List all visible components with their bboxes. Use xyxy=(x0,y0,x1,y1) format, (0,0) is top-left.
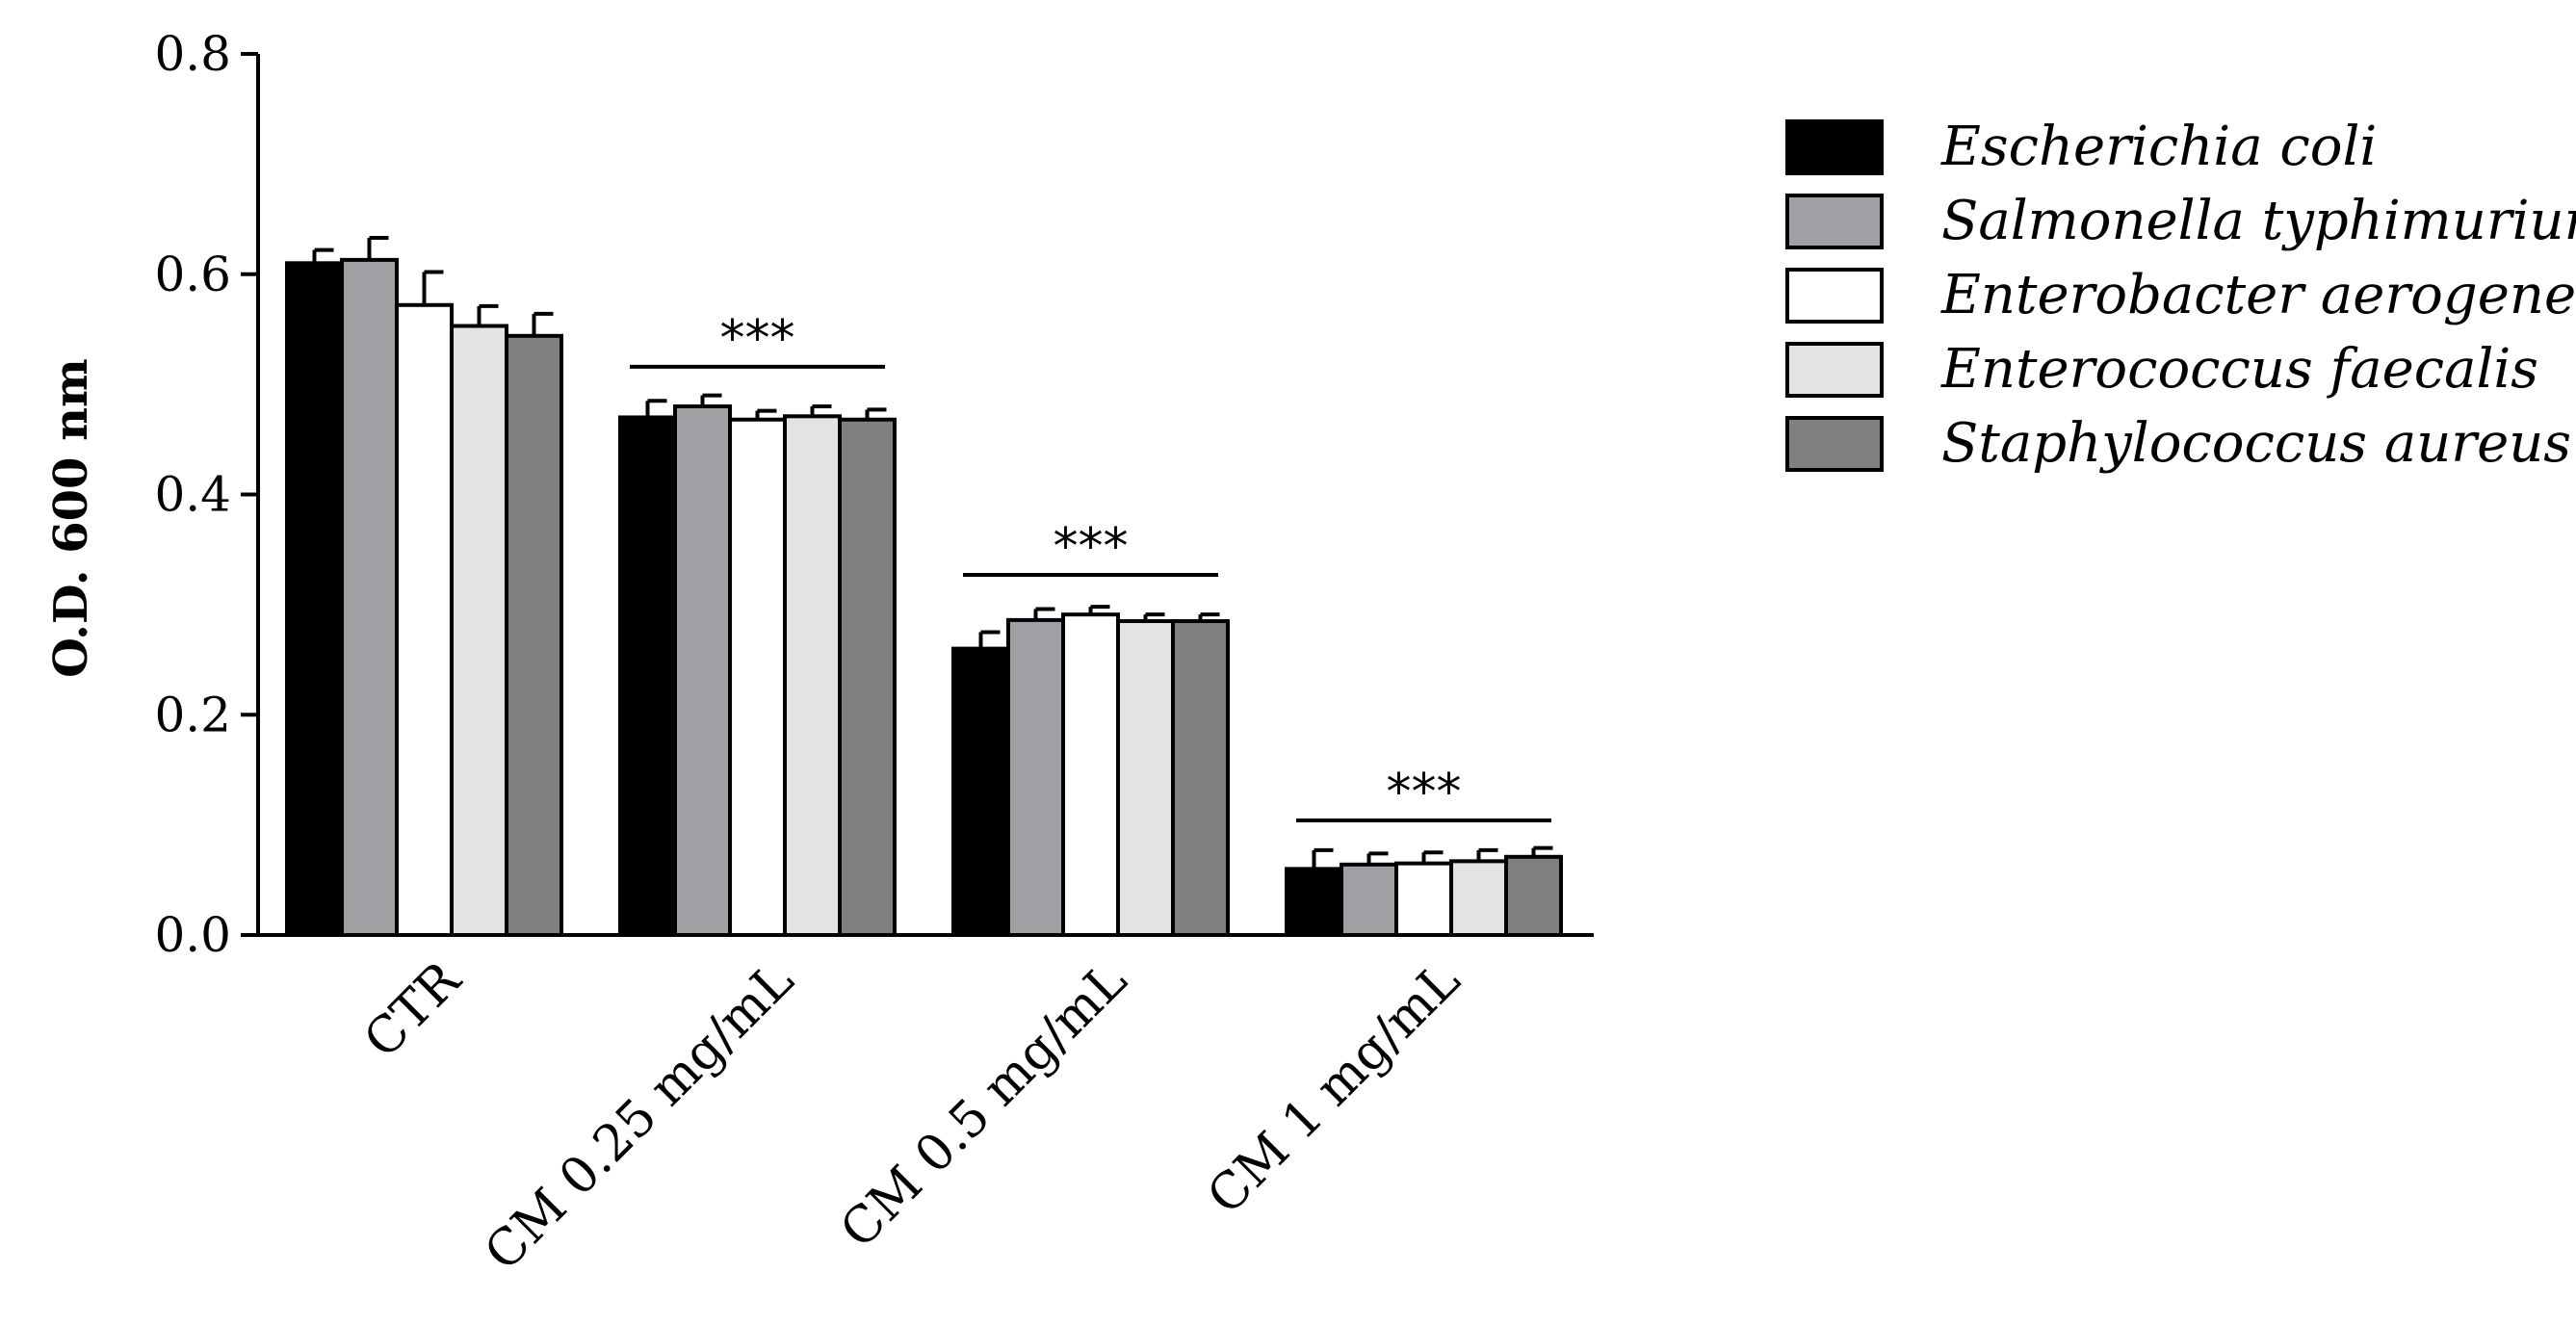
bar-group xyxy=(618,393,897,938)
y-tick-label: 0.8 xyxy=(154,26,231,82)
y-tick-label: 0.6 xyxy=(154,247,231,302)
bar xyxy=(728,417,787,938)
bar-group xyxy=(951,605,1230,937)
significance-annotations: *** *** *** xyxy=(630,310,1551,823)
y-tick-label: 0.4 xyxy=(154,467,231,523)
legend-swatch xyxy=(1785,342,1884,398)
bar xyxy=(1449,859,1508,938)
bar xyxy=(1171,619,1230,937)
x-tick-label: CM 0.25 mg/mL xyxy=(474,951,805,1283)
legend-item: Escherichia coli xyxy=(1785,116,2377,178)
x-tick-label: CTR xyxy=(353,949,473,1069)
legend: Escherichia coli Salmonella typhimurium En… xyxy=(1785,116,2576,475)
bar xyxy=(285,261,344,937)
bar xyxy=(673,404,732,937)
bar xyxy=(1394,861,1453,937)
legend-swatch xyxy=(1785,119,1884,175)
legend-label: Escherichia coli xyxy=(1940,116,2377,178)
legend-swatch xyxy=(1785,268,1884,324)
bar xyxy=(1340,862,1398,937)
significance-label: *** xyxy=(1054,518,1129,576)
legend-label: Enterobacter aerogenes xyxy=(1940,264,2576,326)
bar xyxy=(1006,617,1065,937)
bar xyxy=(951,646,1010,937)
y-axis-label: O.D. 600 nm xyxy=(44,358,98,678)
bar xyxy=(1061,612,1120,937)
legend-swatch xyxy=(1785,194,1884,249)
bar xyxy=(505,333,563,937)
bar xyxy=(1504,854,1563,938)
significance-label: *** xyxy=(1387,764,1462,821)
bar xyxy=(618,415,677,937)
legend-item: Salmonella typhimurium xyxy=(1785,190,2576,252)
bar xyxy=(340,257,399,938)
bar xyxy=(450,324,508,938)
legend-item: Staphylococcus aureus xyxy=(1785,412,2571,475)
legend-item: Enterococcus faecalis xyxy=(1785,338,2538,401)
bar-group xyxy=(285,236,563,938)
x-tick-label: CM 0.5 mg/mL xyxy=(830,951,1138,1260)
bar xyxy=(783,414,842,937)
legend-label: Salmonella typhimurium xyxy=(1941,190,2576,252)
bars xyxy=(285,236,1563,938)
y-tick-label: 0.2 xyxy=(154,687,231,742)
bar xyxy=(1285,867,1343,937)
y-tick-label: 0.0 xyxy=(154,907,231,963)
bar xyxy=(395,302,454,937)
significance-label: *** xyxy=(720,310,795,368)
x-tick-label: CM 1 mg/mL xyxy=(1197,951,1471,1226)
legend-label: Enterococcus faecalis xyxy=(1940,338,2538,401)
legend-label: Staphylococcus aureus xyxy=(1941,412,2571,475)
legend-swatch xyxy=(1785,416,1884,472)
bar-group xyxy=(1285,845,1563,938)
legend-item: Enterobacter aerogenes xyxy=(1785,264,2576,326)
bar xyxy=(1116,619,1175,937)
bar xyxy=(838,417,897,938)
